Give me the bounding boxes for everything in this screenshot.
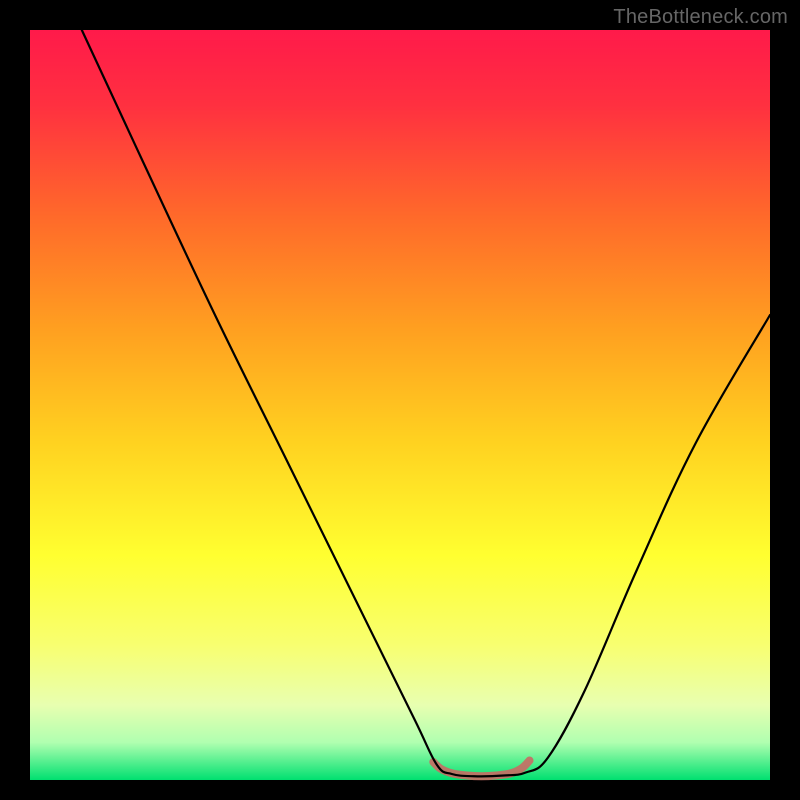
bottleneck-chart: TheBottleneck.com [0,0,800,800]
plot-background-gradient [30,30,770,780]
chart-canvas [0,0,800,800]
watermark-text: TheBottleneck.com [613,6,788,29]
